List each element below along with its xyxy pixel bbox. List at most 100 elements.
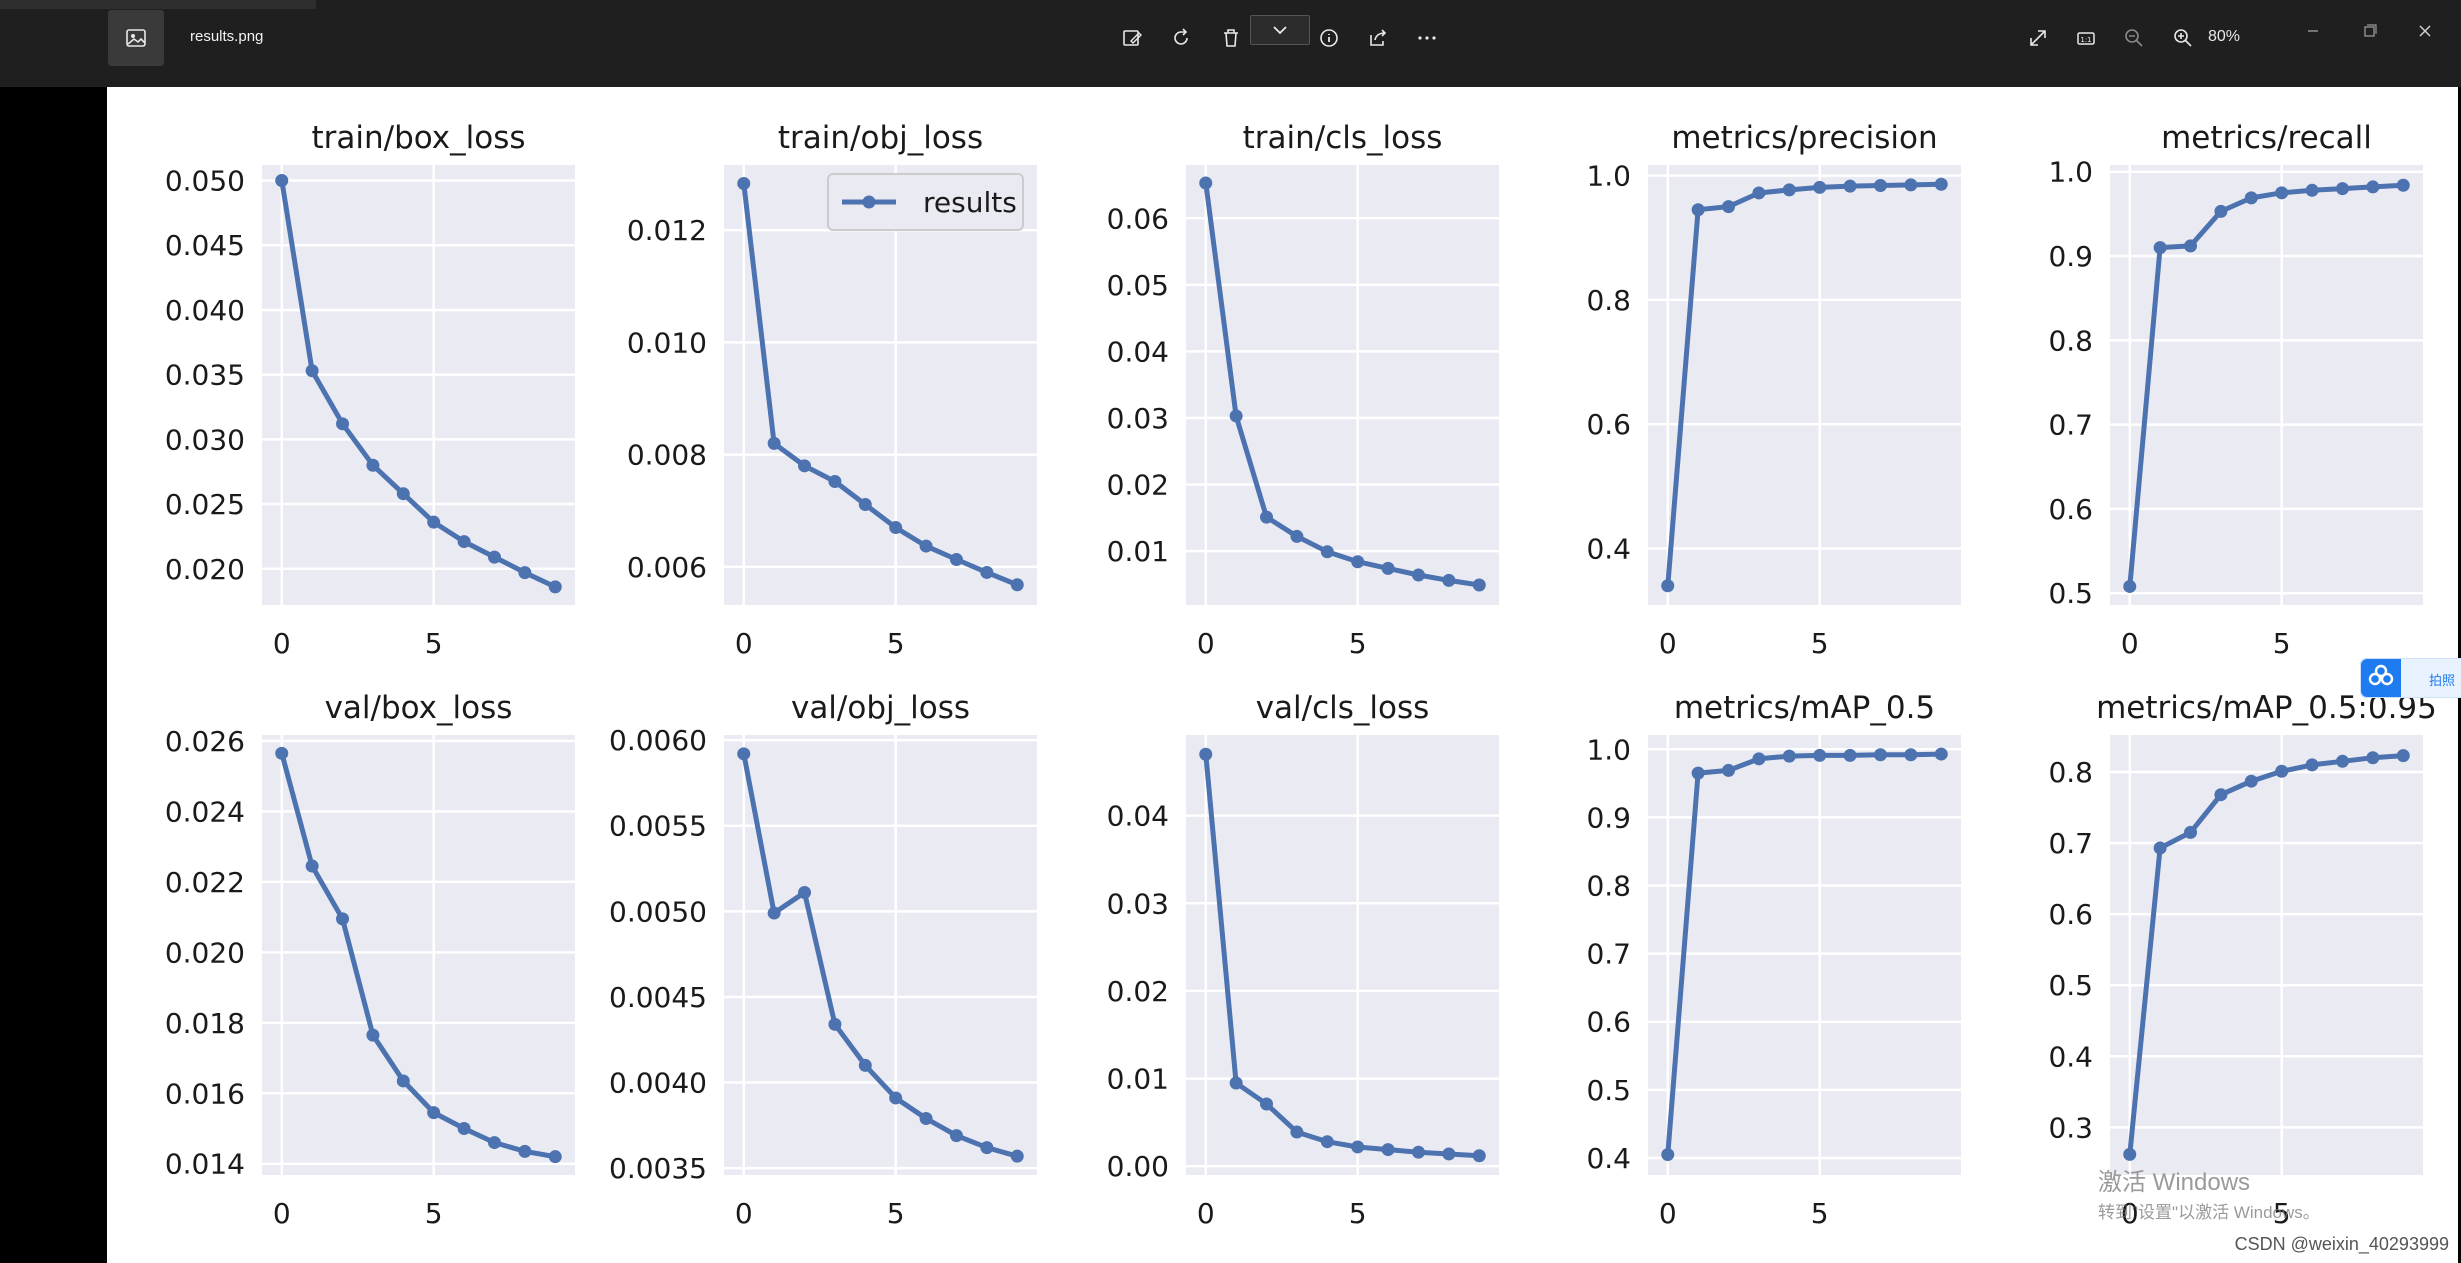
share-icon[interactable] (1361, 21, 1395, 55)
info-icon[interactable] (1312, 21, 1346, 55)
data-point (396, 487, 410, 501)
legend-marker (862, 195, 876, 209)
x-tick-label: 0 (1659, 1197, 1677, 1230)
y-tick-label: 0.4 (2048, 1040, 2093, 1073)
y-tick-label: 0.6 (2048, 898, 2093, 931)
side-floating-widget[interactable]: 拍照 (2360, 658, 2461, 698)
data-point (1320, 1135, 1334, 1149)
y-tick-label: 0.024 (165, 795, 245, 828)
data-point (1661, 579, 1675, 593)
title-accent-strip (0, 0, 316, 9)
y-tick-label: 0.6 (1586, 1006, 1631, 1039)
delete-icon[interactable] (1214, 21, 1248, 55)
chart-metrics-precision: metrics/precision 1.0 0.8 0.6 0.4 0 5 (1586, 120, 1961, 660)
plot-area (2110, 735, 2423, 1175)
data-point (1199, 747, 1213, 761)
data-point (889, 521, 903, 535)
series-line (2127, 753, 2404, 1155)
chart-val-obj-loss: val/obj_loss 0.0060 0.0055 0.0050 0.0045 0.00… (609, 690, 1037, 1230)
photos-app-icon[interactable] (108, 10, 164, 66)
plot-area (262, 165, 575, 605)
y-tick-label: 0.0040 (609, 1067, 707, 1100)
data-point (366, 1028, 380, 1042)
data-point (889, 1091, 903, 1105)
data-point (1199, 176, 1213, 190)
fullscreen-icon[interactable] (2021, 21, 2055, 55)
data-point (487, 550, 501, 564)
data-point (1290, 529, 1304, 543)
series-line (741, 753, 1018, 1159)
data-point (980, 1141, 994, 1155)
zoom-in-icon[interactable] (2166, 21, 2200, 55)
x-tick-label: 5 (2273, 627, 2291, 660)
x-tick-label: 0 (735, 627, 753, 660)
more-icon[interactable] (1410, 21, 1444, 55)
minimize-icon[interactable] (2296, 14, 2330, 48)
data-point (919, 539, 933, 553)
more-options-dropdown[interactable] (1250, 15, 1310, 45)
plot-area (2110, 165, 2423, 605)
data-point (548, 1150, 562, 1164)
y-tick-label: 0.025 (165, 488, 245, 521)
series-line (279, 180, 557, 590)
data-point (949, 1129, 963, 1143)
y-tick-label: 0.01 (1107, 1063, 1169, 1096)
data-point (427, 1106, 441, 1120)
x-tick-label: 0 (2121, 627, 2139, 660)
data-point (2275, 764, 2289, 778)
data-point (737, 177, 751, 191)
image-canvas[interactable]: train/box_loss 0.050 0.045 0.040 0.035 0.030 0… (107, 87, 2458, 1263)
data-point (1813, 180, 1827, 194)
data-point (1472, 578, 1486, 592)
data-point (1873, 748, 1887, 762)
chart-train-obj-loss: train/obj_loss 0.012 0.010 0.008 0.006 0 5 resu… (627, 120, 1037, 660)
y-tick-label: 0.5 (2048, 577, 2093, 610)
y-tick-label: 0.020 (165, 936, 245, 969)
y-tick-label: 0.8 (2048, 324, 2093, 357)
y-tick-label: 0.0045 (609, 981, 707, 1014)
data-point (2244, 191, 2258, 205)
close-icon[interactable] (2408, 14, 2442, 48)
data-point (1752, 752, 1766, 766)
data-point (1843, 179, 1857, 193)
y-tick-label: 0.026 (165, 725, 245, 758)
actual-size-icon[interactable]: 1:1 (2069, 21, 2103, 55)
data-point (1813, 748, 1827, 762)
y-tick-label: 0.8 (2048, 756, 2093, 789)
y-tick-label: 0.05 (1107, 269, 1169, 302)
rotate-icon[interactable] (1164, 21, 1198, 55)
plot-area (724, 165, 1037, 605)
zoom-out-icon[interactable] (2117, 21, 2151, 55)
data-point (2305, 758, 2319, 772)
y-tick-label: 0.0035 (609, 1152, 707, 1185)
y-tick-label: 0.7 (2048, 827, 2093, 860)
data-point (2214, 204, 2228, 218)
svg-text:1:1: 1:1 (2080, 36, 2091, 44)
data-point (798, 459, 812, 473)
data-point (2184, 825, 2198, 839)
data-point (2335, 182, 2349, 196)
data-point (457, 1121, 471, 1135)
data-point (1229, 1076, 1243, 1090)
data-point (548, 580, 562, 594)
data-point (2184, 239, 2198, 253)
data-point (1782, 749, 1796, 763)
y-tick-label: 0.03 (1107, 887, 1169, 920)
zoom-level: 80% (2208, 28, 2241, 45)
data-point (1229, 409, 1243, 423)
y-tick-label: 0.02 (1107, 469, 1169, 502)
data-point (1691, 203, 1705, 217)
data-point (767, 906, 781, 920)
data-point (305, 364, 319, 378)
data-point (2305, 183, 2319, 197)
y-tick-label: 0.010 (627, 326, 707, 359)
y-tick-label: 0.0050 (609, 895, 707, 928)
maximize-icon[interactable] (2352, 14, 2386, 48)
edit-image-icon[interactable] (1115, 21, 1149, 55)
series-line (741, 183, 1019, 588)
data-point (1752, 186, 1766, 200)
series-line (1203, 182, 1480, 588)
series-line (1203, 754, 1480, 1159)
data-point (1934, 747, 1948, 761)
y-tick-label: 0.6 (1586, 408, 1631, 441)
